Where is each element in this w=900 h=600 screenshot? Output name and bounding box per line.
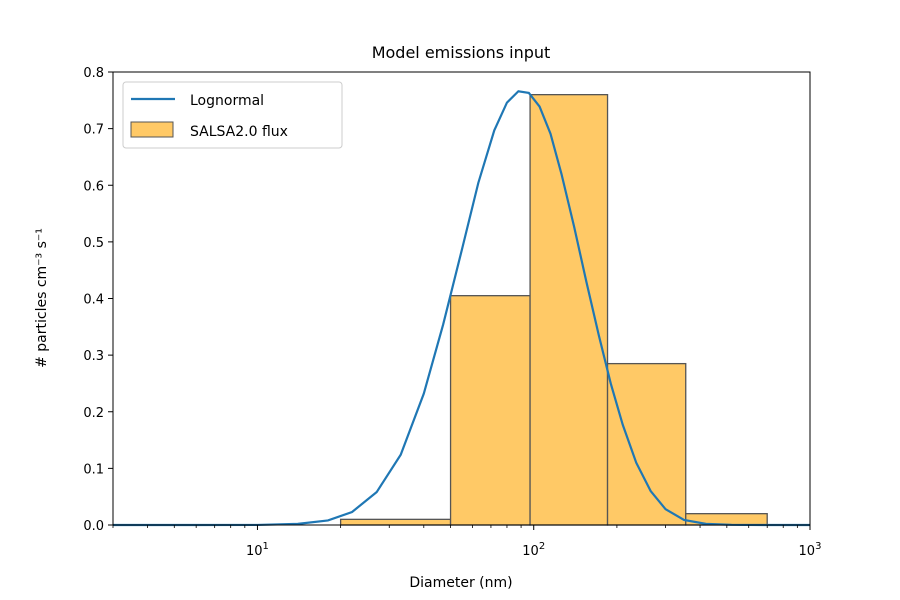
legend: Lognormal SALSA2.0 flux [122,81,343,149]
y-tick-label: 0.0 [83,519,104,534]
y-tick-label: 0.8 [83,66,104,81]
legend-label-salsa: SALSA2.0 flux [190,124,288,140]
legend-bar-swatch [130,121,174,138]
x-tick-label: 101 [246,541,269,559]
y-axis-ticks: 0.0 0.1 0.2 0.3 0.4 0.5 0.6 0.7 0.8 [83,66,113,534]
y-tick-label: 0.2 [83,406,104,421]
lognormal-line [113,90,810,527]
bar-series [339,94,768,526]
histogram-bar-1 [449,295,531,526]
histogram-bar-3 [606,362,687,526]
x-axis-title: Diameter (nm) [409,575,512,591]
histogram-bar-2 [529,94,609,526]
x-tick-label: 103 [799,541,822,559]
histogram-bar-0 [339,518,452,526]
y-tick-label: 0.7 [83,123,104,138]
legend-label-lognormal: Lognormal [190,93,264,109]
x-axis-ticks: 101 102 103 [112,525,822,559]
y-tick-label: 0.1 [83,462,104,477]
chart-title: Model emissions input [372,43,551,62]
legend-box [122,81,343,149]
y-tick-label: 0.6 [83,179,104,194]
y-tick-label: 0.3 [83,349,104,364]
y-tick-label: 0.5 [83,236,104,251]
y-axis-title: # particles cm⁻³ s⁻¹ [34,228,50,368]
y-tick-label: 0.4 [83,293,104,308]
x-tick-label: 102 [522,541,545,559]
